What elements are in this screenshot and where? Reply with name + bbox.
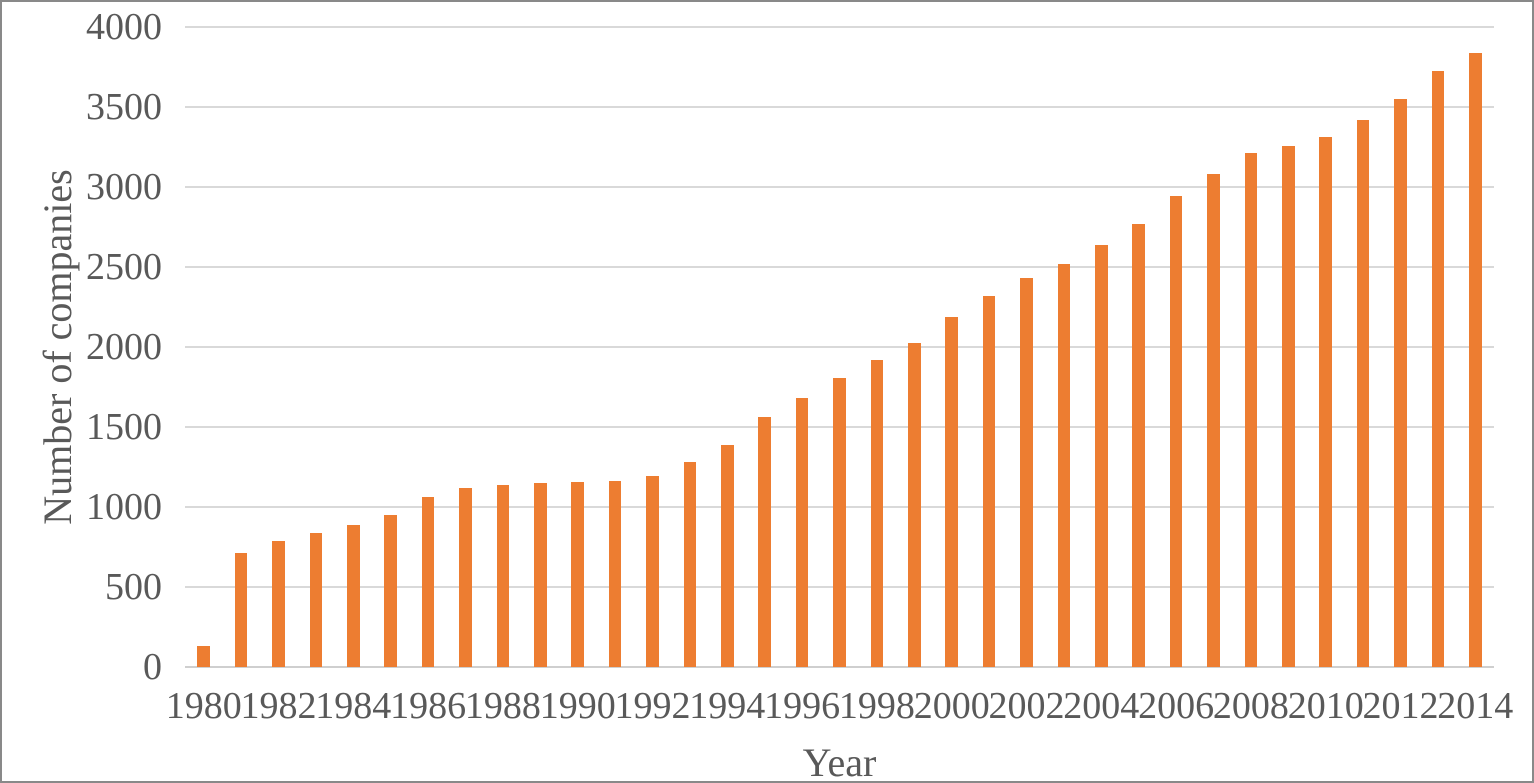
x-tick-label: 1990 — [539, 685, 616, 727]
bar-1992 — [646, 475, 659, 667]
bar-2010 — [1319, 136, 1332, 667]
x-tick-label: 2012 — [1362, 685, 1439, 727]
gridline — [185, 26, 1494, 28]
x-tick-label: 1992 — [614, 685, 691, 727]
x-tick-label: 1980 — [165, 685, 242, 727]
gridline — [185, 266, 1494, 268]
bar-2000 — [945, 316, 958, 667]
gridline — [185, 106, 1494, 108]
x-axis-line — [185, 666, 1494, 668]
bar-1988 — [496, 484, 510, 667]
x-tick-label: 1996 — [764, 685, 841, 727]
bar-1990 — [571, 482, 584, 667]
y-tick-label: 2000 — [86, 326, 162, 368]
bar-2002 — [1020, 278, 1033, 667]
bar-1982 — [272, 540, 285, 667]
bar-1980 — [197, 646, 210, 667]
bar-2007 — [1207, 174, 1220, 667]
bar-2009 — [1282, 146, 1295, 667]
bar-2008 — [1244, 153, 1258, 667]
x-tick-label: 1998 — [838, 685, 915, 727]
bar-2013 — [1431, 71, 1445, 667]
y-tick-label: 3500 — [86, 86, 162, 128]
bar-1981 — [234, 553, 248, 667]
bar-1991 — [608, 481, 622, 667]
bar-1987 — [459, 487, 472, 667]
bar-1995 — [758, 416, 771, 667]
y-tick-label: 500 — [105, 566, 162, 608]
bar-1997 — [833, 378, 846, 667]
bar-2001 — [982, 295, 996, 667]
x-tick-label: 1986 — [390, 685, 467, 727]
bar-2012 — [1394, 99, 1407, 667]
y-tick-label: 1000 — [86, 486, 162, 528]
gridline — [185, 346, 1494, 348]
x-tick-label: 1994 — [689, 685, 766, 727]
x-tick-label: 1988 — [464, 685, 541, 727]
bar-1996 — [795, 398, 809, 667]
y-tick-label: 1500 — [86, 406, 162, 448]
y-tick-label: 0 — [143, 646, 162, 688]
bar-2006 — [1169, 195, 1183, 667]
bar-1984 — [347, 525, 360, 667]
bar-2011 — [1356, 119, 1370, 667]
gridline — [185, 186, 1494, 188]
y-tick-label: 2500 — [86, 246, 162, 288]
bar-1994 — [721, 444, 734, 667]
bar-1999 — [908, 343, 921, 667]
bar-2005 — [1132, 223, 1145, 667]
x-tick-label: 1984 — [315, 685, 392, 727]
x-tick-label: 2006 — [1138, 685, 1215, 727]
x-tick-label: 1982 — [240, 685, 317, 727]
bar-1986 — [421, 496, 435, 667]
x-tick-label: 2008 — [1212, 685, 1289, 727]
x-tick-label: 2000 — [913, 685, 990, 727]
bar-2014 — [1469, 52, 1482, 667]
x-tick-label: 2004 — [1063, 685, 1140, 727]
x-tick-label: 2002 — [988, 685, 1065, 727]
bar-2003 — [1057, 263, 1071, 667]
x-tick-label: 2014 — [1437, 685, 1514, 727]
bar-1993 — [683, 462, 697, 667]
bar-1989 — [534, 483, 547, 667]
bar-2004 — [1095, 245, 1108, 667]
x-tick-label: 2010 — [1287, 685, 1364, 727]
bar-1983 — [309, 533, 323, 667]
bar-1998 — [870, 359, 884, 667]
bar-1985 — [384, 515, 397, 667]
y-tick-label: 4000 — [86, 6, 162, 48]
x-axis-title: Year — [802, 740, 877, 783]
y-tick-label: 3000 — [86, 166, 162, 208]
